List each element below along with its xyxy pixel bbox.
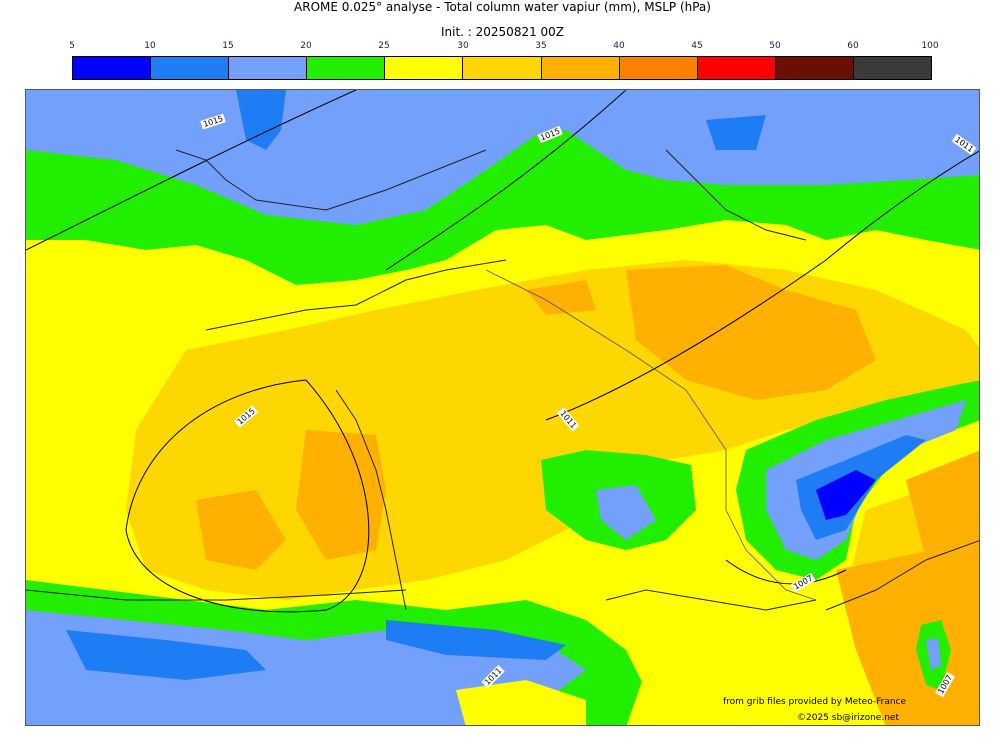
field-orange-west bbox=[296, 430, 386, 560]
isobar-line bbox=[26, 90, 357, 251]
coastline bbox=[26, 589, 407, 601]
coastline bbox=[605, 589, 817, 611]
colorbar-tick: 35 bbox=[535, 41, 547, 51]
field-orange-northeast bbox=[626, 265, 876, 400]
field-blue-patch bbox=[706, 115, 766, 150]
colorbar-segment bbox=[697, 57, 776, 79]
colorbar-segment bbox=[229, 57, 308, 79]
coastline bbox=[825, 540, 979, 611]
source-credit: from grib files provided by Meteo-France bbox=[723, 697, 907, 707]
colorbar-segment bbox=[385, 57, 464, 79]
colorbar-tick: 30 bbox=[457, 41, 469, 51]
colorbar-tick: 45 bbox=[691, 41, 703, 51]
isobar-line bbox=[545, 150, 979, 421]
colorbar-tick: 50 bbox=[769, 41, 781, 51]
coastline bbox=[335, 389, 407, 611]
isobar-line bbox=[385, 90, 627, 271]
colorbar-tick: 5 bbox=[69, 41, 75, 51]
colorbar-segment bbox=[73, 57, 152, 79]
colorbar-segment bbox=[853, 57, 932, 79]
colorbar-segment bbox=[463, 57, 542, 79]
field-corsica-blue bbox=[926, 638, 941, 670]
border-line bbox=[725, 509, 817, 601]
colorbar-segment bbox=[541, 57, 620, 79]
field-yellow-spain bbox=[456, 680, 586, 725]
field-darkblue-alps bbox=[816, 470, 876, 520]
colorbar-tick: 100 bbox=[921, 41, 939, 51]
map-title: AROME 0.025° analyse - Total column wate… bbox=[294, 0, 711, 14]
isobar-line bbox=[725, 559, 847, 585]
init-time: Init. : 20250821 00Z bbox=[440, 25, 565, 39]
field-lightblue-center bbox=[596, 485, 656, 540]
colorbar bbox=[72, 56, 932, 80]
coastline bbox=[665, 149, 807, 241]
copyright-credit: ©2025 sb@irizone.net bbox=[797, 713, 899, 723]
colorbar-tick: 25 bbox=[378, 41, 390, 51]
field-blue-south bbox=[66, 630, 266, 680]
colorbar-tick: 20 bbox=[300, 41, 312, 51]
colorbar-segment bbox=[307, 57, 386, 79]
colorbar-tick: 40 bbox=[613, 41, 625, 51]
map-field bbox=[26, 90, 979, 725]
field-orange-patch bbox=[196, 490, 286, 570]
isobar-line bbox=[125, 379, 370, 613]
coastline bbox=[175, 149, 487, 211]
colorbar-segment bbox=[619, 57, 698, 79]
colorbar-segment bbox=[775, 57, 854, 79]
field-orange-southeast bbox=[906, 450, 979, 560]
colorbar-tick: 15 bbox=[222, 41, 234, 51]
coastline bbox=[205, 259, 507, 331]
weather-map: 1015 1015 1011 1015 1011 1007 1011 1007 … bbox=[25, 89, 980, 726]
colorbar-segment bbox=[151, 57, 230, 79]
field-blue-pyrenees bbox=[386, 620, 566, 660]
border-line bbox=[485, 269, 727, 510]
field-yellow-med bbox=[626, 610, 865, 725]
field-orange-patch bbox=[526, 280, 596, 315]
colorbar-tick: 60 bbox=[847, 41, 859, 51]
colorbar-tick: 10 bbox=[144, 41, 156, 51]
field-blue-patch bbox=[236, 90, 286, 150]
colorbar-ticks: 5 10 15 20 25 30 35 40 45 50 60 100 bbox=[69, 41, 938, 53]
field-green-north bbox=[26, 130, 979, 285]
